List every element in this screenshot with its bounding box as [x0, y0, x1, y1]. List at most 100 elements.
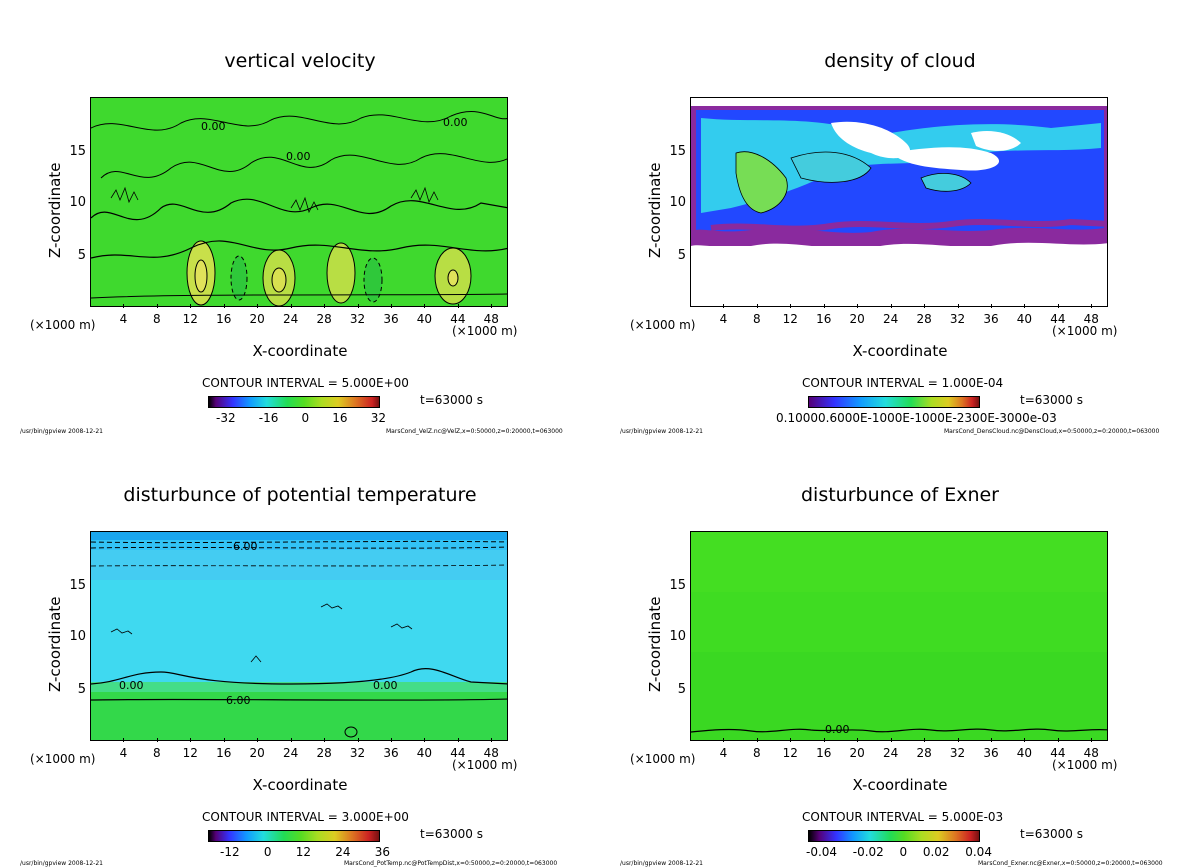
x-tick-mark: [324, 304, 326, 308]
footer-right: MarsCond_VelZ.nc@VelZ,x=0:50000,z=0:2000…: [386, 428, 563, 435]
y-tick: 10: [69, 195, 86, 210]
svg-text:0.00: 0.00: [119, 679, 144, 692]
x-tick-label: 40: [416, 746, 433, 760]
x-tick-label: 36: [383, 746, 399, 760]
x-tick-label: 4: [719, 312, 728, 326]
x-tick-mark: [424, 738, 426, 742]
svg-text:6.00: 6.00: [226, 694, 251, 707]
x-tick-label: 36: [383, 312, 399, 326]
y-axis-label: Z-coordinate: [46, 162, 64, 258]
x-tick-mark: [390, 304, 392, 308]
x-tick-mark: [924, 738, 926, 742]
x-tick-mark: [1091, 738, 1093, 742]
y-axis-label: Z-coordinate: [646, 162, 664, 258]
x-tick-mark: [1091, 304, 1093, 308]
chart-title: density of cloud: [824, 50, 976, 72]
x-tick-mark: [1057, 304, 1059, 308]
svg-text:6.00: 6.00: [233, 540, 258, 553]
colorbar-ticks: -0.04 -0.02 0 0.02 0.04: [806, 845, 992, 859]
x-tick-mark: [390, 738, 392, 742]
x-tick-label: 20: [849, 312, 865, 326]
x-tick-mark: [257, 304, 259, 308]
x-tick-label: 20: [249, 312, 265, 326]
colorbar-ticks: -32 -16 0 16 32: [216, 411, 386, 425]
y-tick: 5: [77, 248, 86, 263]
plot-area: 0.00: [690, 531, 1108, 741]
x-tick-mark: [890, 738, 892, 742]
footer-right: MarsCond_PotTemp.nc@PotTempDist,x=0:5000…: [344, 860, 558, 867]
x-tick-mark: [990, 304, 992, 308]
x-tick-label: 44: [450, 312, 466, 326]
time-label: t=63000 s: [420, 827, 483, 841]
y-axis-label: Z-coordinate: [46, 596, 64, 692]
x-tick-mark: [723, 304, 725, 308]
footer-left: /usr/bin/gpview 2008-12-21: [620, 860, 703, 867]
x-tick-mark: [1024, 304, 1026, 308]
x-axis-label: X-coordinate: [252, 776, 348, 794]
x-tick-label: 16: [216, 312, 232, 326]
x-tick-mark: [790, 738, 792, 742]
x-tick-mark: [257, 738, 259, 742]
x-tick-label: 28: [316, 312, 332, 326]
colorbar: [808, 396, 980, 408]
x-tick-mark: [723, 738, 725, 742]
x-tick-label: 24: [282, 746, 299, 760]
svg-text:0.00: 0.00: [373, 679, 398, 692]
x-tick-label: 20: [249, 746, 265, 760]
x-tick-label: 24: [882, 312, 899, 326]
x-unit-left: (×1000 m): [630, 752, 696, 766]
x-tick-label: 32: [349, 746, 366, 760]
x-tick-label: 8: [153, 746, 161, 760]
plot-area: [690, 97, 1108, 307]
x-tick-label: 36: [983, 746, 999, 760]
x-tick-label: 28: [316, 746, 332, 760]
x-tick-mark: [123, 738, 125, 742]
time-label: t=63000 s: [1020, 827, 1083, 841]
x-unit-right: (×1000 m): [452, 758, 518, 772]
footer-left: /usr/bin/gpview 2008-12-21: [20, 860, 103, 867]
colorbar-ticks: 0.10000.6000E-1000E-1000E-2300E-3000e-03: [776, 411, 1057, 425]
x-tick-mark: [290, 304, 292, 308]
x-tick-mark: [457, 304, 459, 308]
x-tick-mark: [457, 738, 459, 742]
x-tick-mark: [990, 738, 992, 742]
colorbar: [808, 830, 980, 842]
x-tick-label: 20: [849, 746, 865, 760]
x-tick-mark: [424, 304, 426, 308]
contour-interval: CONTOUR INTERVAL = 3.000E+00: [202, 810, 409, 824]
footer-right: MarsCond_Exner.nc@Exner,x=0:50000,z=0:20…: [978, 860, 1163, 867]
footer-left: /usr/bin/gpview 2008-12-21: [20, 428, 103, 435]
x-unit-left: (×1000 m): [630, 318, 696, 332]
footer-right: MarsCond_DensCloud.nc@DensCloud,x=0:5000…: [944, 428, 1160, 435]
x-tick-label: 12: [782, 746, 798, 760]
x-tick-label: 44: [1050, 746, 1066, 760]
x-tick-mark: [823, 304, 825, 308]
x-unit-right: (×1000 m): [452, 324, 518, 338]
svg-text:0.00: 0.00: [825, 723, 850, 736]
x-axis-label: X-coordinate: [852, 776, 948, 794]
x-axis-label: X-coordinate: [252, 342, 348, 360]
x-tick-label: 48: [483, 746, 499, 760]
x-tick-label: 44: [1050, 312, 1066, 326]
x-tick-label: 48: [1083, 312, 1099, 326]
x-tick-mark: [491, 304, 493, 308]
x-unit-right: (×1000 m): [1052, 324, 1118, 338]
x-tick-label: 40: [416, 312, 433, 326]
x-tick-label: 16: [216, 746, 232, 760]
x-tick-label: 4: [119, 312, 128, 326]
chart-title: disturbunce of potential temperature: [123, 484, 477, 506]
x-tick-mark: [190, 738, 192, 742]
x-tick-mark: [756, 304, 758, 308]
y-tick: 5: [77, 682, 86, 697]
x-tick-label: 16: [816, 312, 832, 326]
contour-interval: CONTOUR INTERVAL = 1.000E-04: [802, 376, 1004, 390]
x-tick-mark: [290, 738, 292, 742]
x-tick-mark: [357, 738, 359, 742]
y-tick: 15: [669, 578, 686, 593]
colorbar: [208, 830, 380, 842]
x-tick-label: 28: [916, 746, 932, 760]
x-tick-label: 12: [182, 312, 198, 326]
x-tick-mark: [190, 304, 192, 308]
y-tick: 15: [69, 578, 86, 593]
plot-area: 0.00 0.00 0.00: [90, 97, 508, 307]
